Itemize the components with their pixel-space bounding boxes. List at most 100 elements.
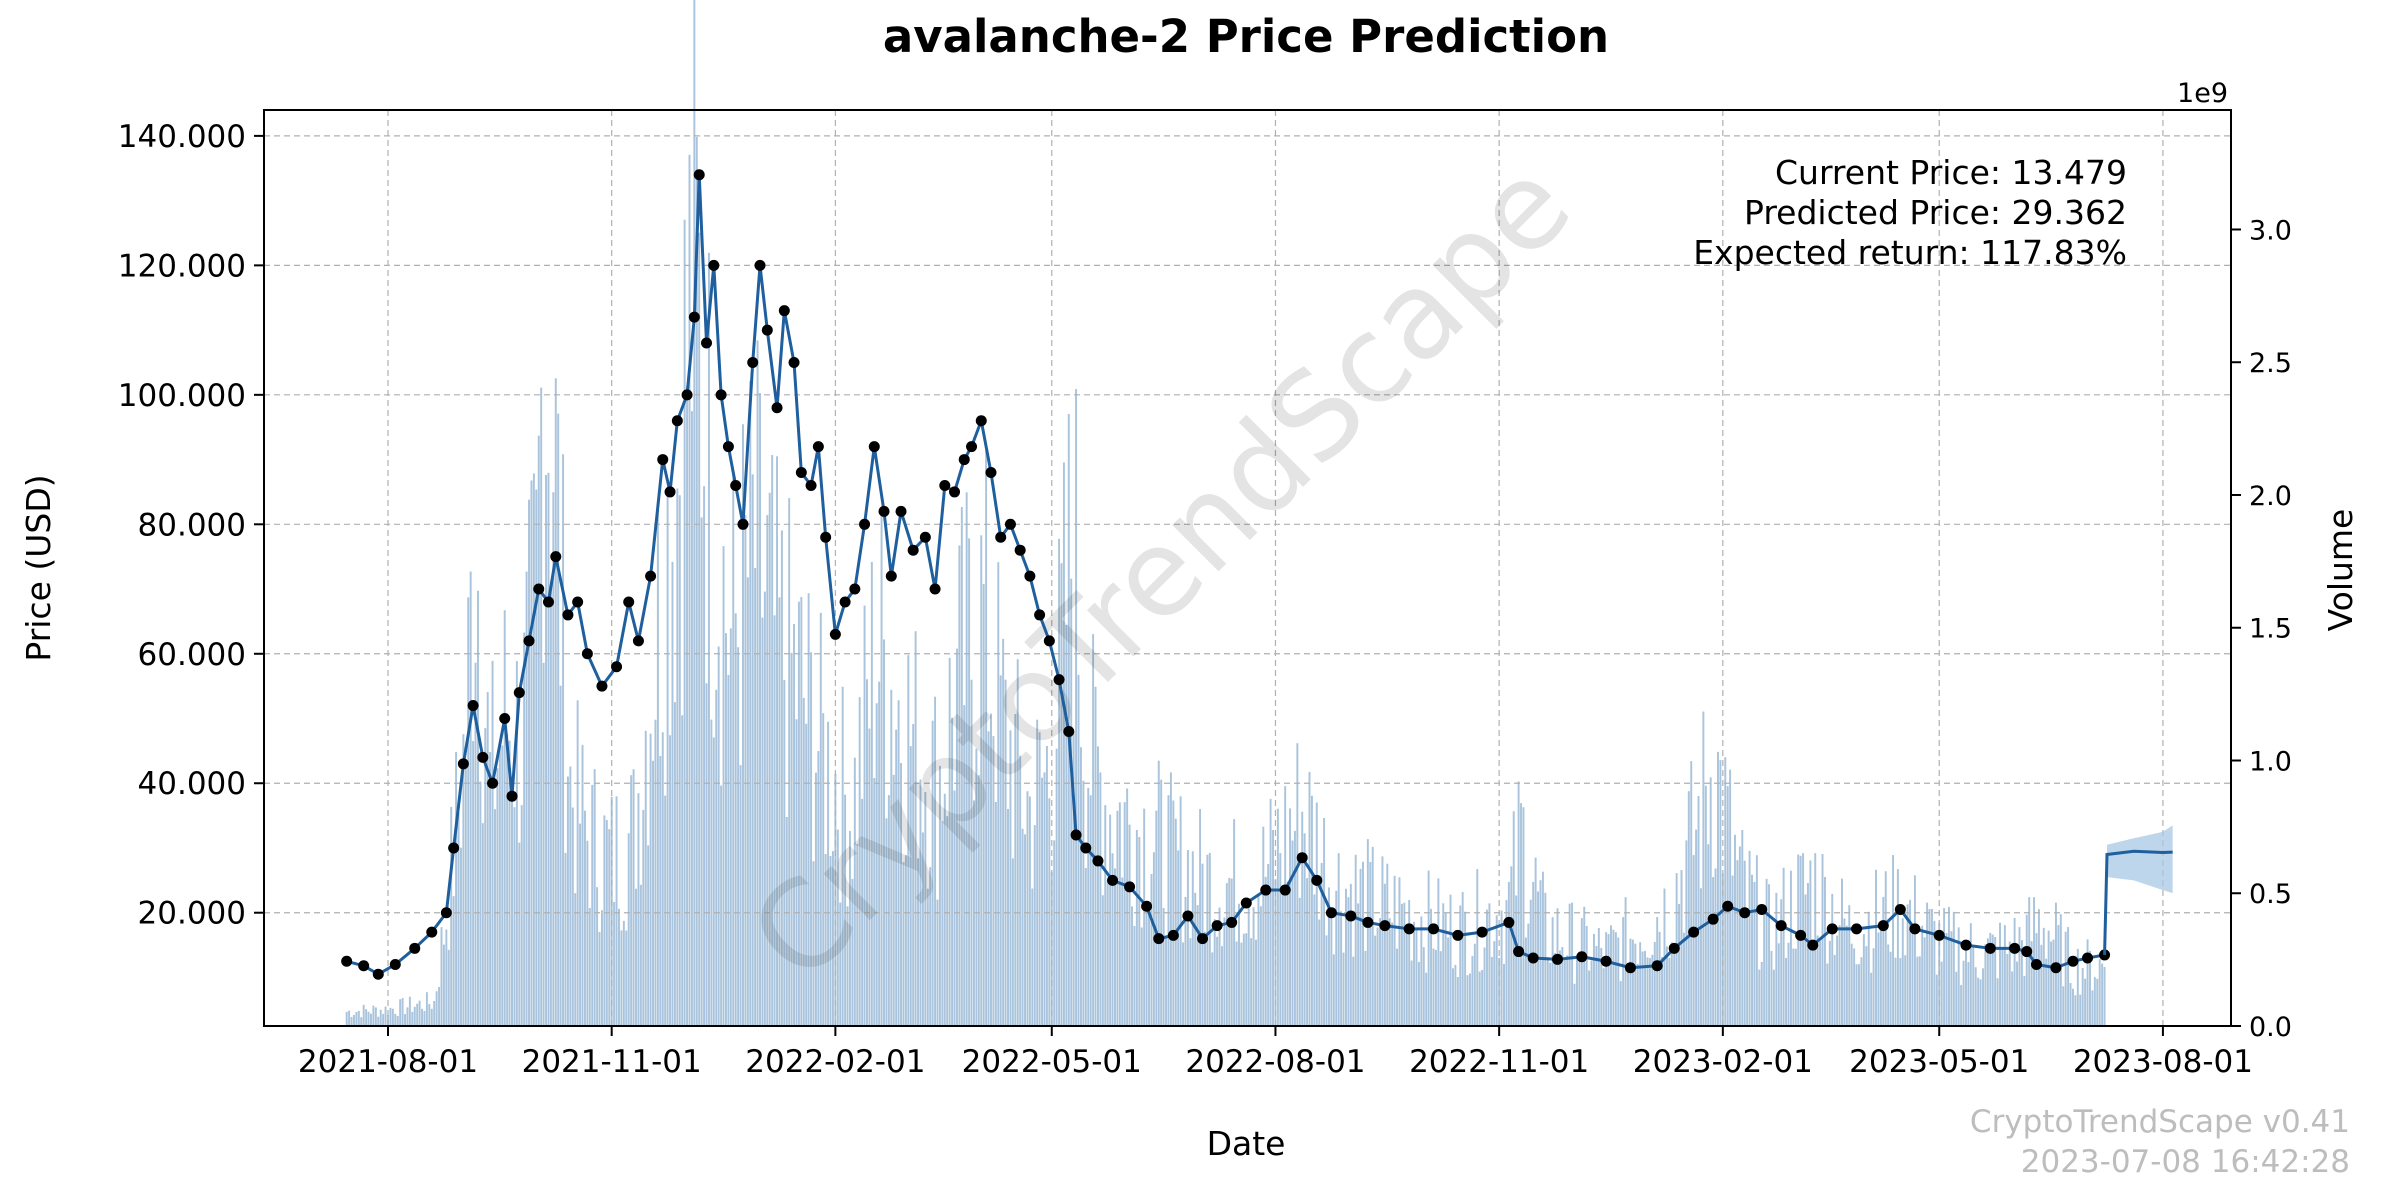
volume-bar [1687,791,1690,1026]
volume-bar [1658,931,1661,1026]
volume-bar [904,855,907,1026]
volume-bar [1486,909,1488,1026]
volume-bar [1050,871,1053,1026]
volume-bar [783,679,786,1026]
volume-bar [382,1013,385,1026]
volume-bar [1923,937,1926,1026]
volume-bar [1894,957,1897,1026]
volume-bar [1989,932,1992,1026]
volume-bar [1128,824,1131,1026]
volume-bar [1668,957,1671,1026]
price-marker [1476,926,1488,938]
price-marker [457,758,469,770]
volume-bar [652,760,654,1026]
y-tick-label: 100.000 [118,378,246,414]
y-tick-label: 40.000 [138,766,246,802]
price-marker [975,415,987,427]
volume-bar [890,689,893,1026]
volume-bar [620,930,623,1026]
y-tick-label: 20.000 [138,896,246,932]
y2-tick-label: 1.5 [2249,614,2292,645]
volume-bar [1617,937,1620,1026]
y-axis-label: Price (USD) [19,474,58,661]
volume-bar [790,652,793,1026]
volume-bar [348,1010,351,1026]
volume-bar [1495,915,1498,1026]
volume-bar [2013,917,2016,1026]
volume-bar [511,796,513,1026]
price-marker [1279,884,1291,896]
volume-bar [1507,881,1510,1026]
price-marker [849,583,861,595]
volume-bar [520,805,523,1026]
volume-bar [661,732,664,1026]
volume-bar [1135,829,1138,1026]
volume-bar [1911,925,1914,1026]
volume-bar [1836,935,1839,1026]
volume-bar [1651,954,1654,1026]
price-markers [341,169,2111,980]
price-marker [467,700,479,712]
volume-bar [1203,931,1206,1026]
volume-bar [880,512,883,1026]
price-marker [829,628,841,640]
volume-bar [1456,976,1459,1026]
volume-bar [968,538,971,1026]
price-marker [506,790,518,802]
volume-bar [870,561,873,1026]
price-marker [1552,953,1564,965]
volume-bar [1704,785,1707,1026]
volume-bar [1906,904,1909,1026]
volume-bar [1250,938,1253,1026]
volume-bar [2081,968,2084,1026]
price-marker [1909,923,1921,935]
volume-bar [1160,779,1163,1026]
volume-bar [1580,918,1583,1026]
volume-bar [474,662,477,1026]
price-marker [1260,884,1272,896]
volume-bar [1712,877,1715,1026]
volume-bar [1600,947,1603,1026]
volume-bar [766,515,769,1026]
volume-bar [946,816,949,1026]
volume-bar [615,796,618,1026]
price-marker [737,518,749,530]
volume-bar [1007,808,1009,1026]
volume-bar [579,823,582,1026]
volume-bar [413,1006,416,1026]
volume-bar [1196,905,1199,1026]
volume-bar [1415,929,1418,1026]
expected-return-annotation: Expected return: 117.83% [1693,233,2127,272]
volume-bar [637,793,640,1026]
volume-bar [756,340,759,1026]
volume-bar [1459,905,1462,1026]
volume-bar [1230,878,1233,1026]
volume-bar [885,818,888,1026]
price-marker [341,955,353,967]
price-marker [1668,942,1680,954]
volume-bar [2062,986,2065,1026]
price-marker [1984,942,1996,954]
volume-bar [1787,942,1790,1026]
volume-bar [1177,850,1180,1026]
volume-bar [1680,870,1683,1026]
volume-bar [705,683,708,1026]
volume-bar [1184,896,1187,1026]
price-marker [771,402,783,414]
volume-bar [430,1008,433,1026]
volume-bar [722,546,725,1026]
volume-bar [1002,638,1005,1026]
volume-bar [1627,971,1629,1026]
volume-bar [1816,935,1819,1026]
volume-bar [498,740,501,1026]
volume-bar [1994,937,1997,1026]
volume-bar [2079,994,2082,1026]
volume-bar [749,380,752,1026]
volume-bar [391,1008,394,1026]
volume-bar [887,795,890,1026]
volume-bar [1775,892,1778,1026]
volume-bar [489,751,492,1026]
volume-bar [491,660,494,1026]
x-tick-label: 2023-02-01 [1633,1044,1813,1080]
volume-bar [866,679,868,1026]
